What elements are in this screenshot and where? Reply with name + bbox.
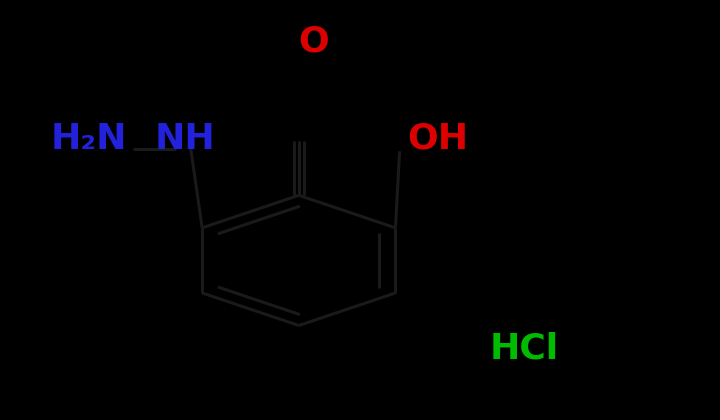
Text: NH: NH <box>155 122 215 155</box>
Text: HCl: HCl <box>490 332 559 365</box>
Text: O: O <box>298 25 328 59</box>
Text: H₂N: H₂N <box>50 122 127 155</box>
Text: OH: OH <box>407 122 468 155</box>
